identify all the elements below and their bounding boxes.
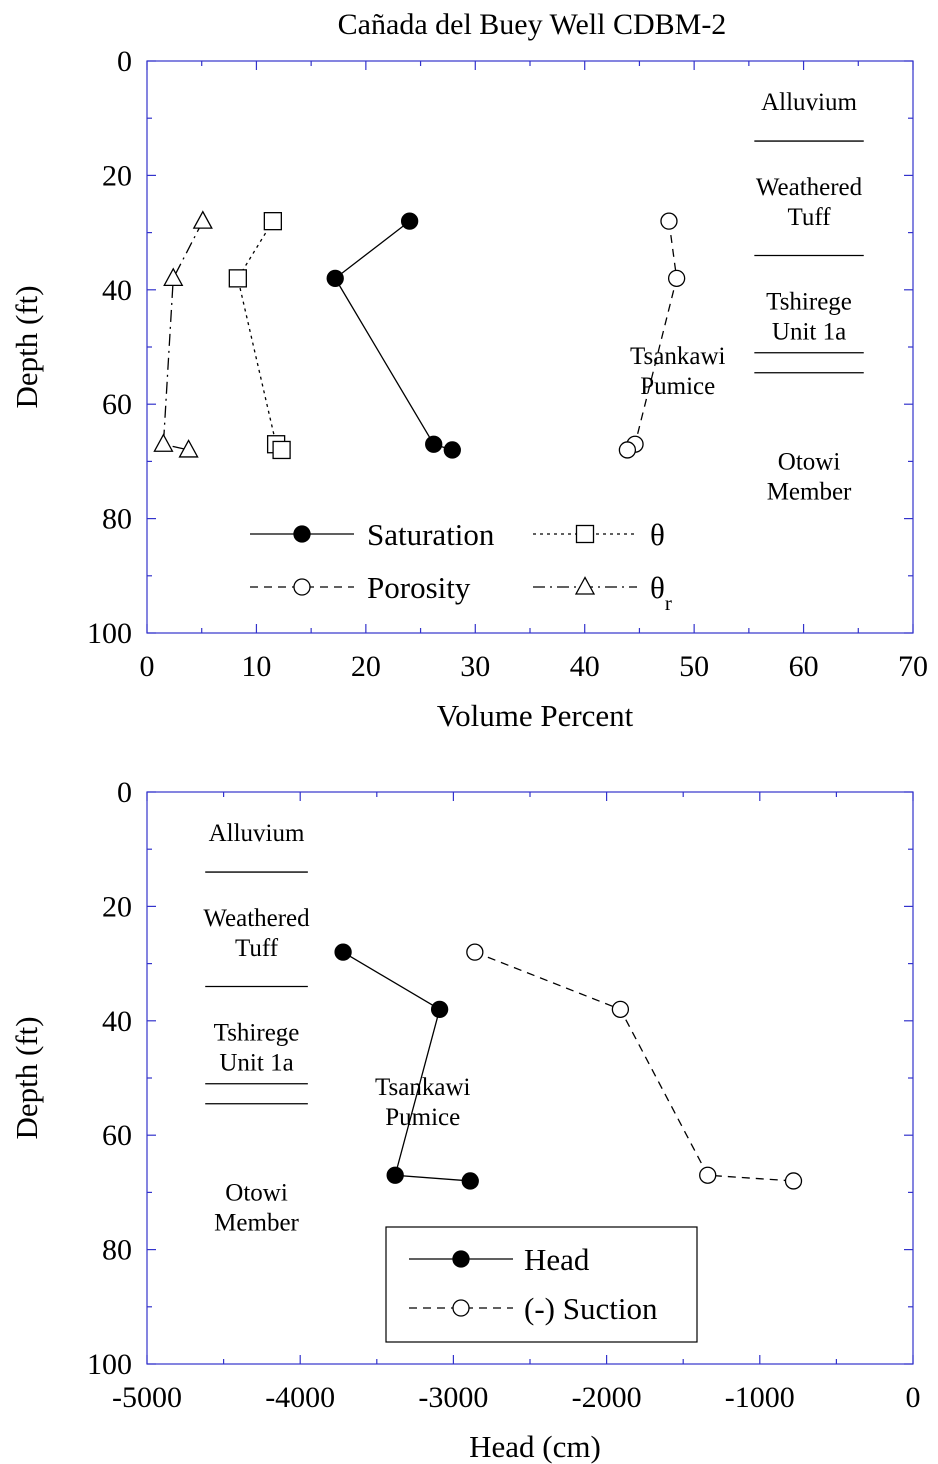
chart1-plot-frame bbox=[146, 791, 914, 1365]
chart0-saturation-line bbox=[334, 220, 453, 451]
chart1-y-tick-label: 100 bbox=[87, 1348, 132, 1381]
chart0-item-point bbox=[228, 269, 247, 288]
chart0-legend-marker-item bbox=[575, 524, 595, 544]
chart0-y-tick-label: 40 bbox=[102, 274, 132, 307]
chart0-stratum-label: Member bbox=[767, 479, 852, 506]
chart1-suction-point bbox=[699, 1166, 717, 1184]
chart1-y-tick-label: 20 bbox=[102, 890, 132, 923]
chart1-head-point bbox=[334, 943, 352, 961]
chart0-x-tick-label: 50 bbox=[679, 650, 709, 683]
chart0-legend-label-item: θ bbox=[650, 517, 665, 552]
chart0-saturation-point bbox=[326, 269, 344, 288]
chart0-y-tick-label: 0 bbox=[117, 45, 132, 78]
chart0-y-tick-label: 60 bbox=[102, 388, 132, 421]
chart1-tsankawi-pumice-label: Tsankawi bbox=[375, 1074, 471, 1101]
chart0-legend-label-saturation: Saturation bbox=[367, 517, 495, 552]
chart1-suction-point bbox=[784, 1172, 803, 1190]
chart1-legend-box bbox=[385, 1226, 698, 1343]
chart0-item-line bbox=[237, 220, 283, 451]
chart0-porosity-line bbox=[627, 221, 678, 451]
chart0-legend-label-porosity: Porosity bbox=[367, 570, 471, 605]
chart0-x-tick-label: 20 bbox=[351, 650, 381, 683]
chart1-stratum-label: Tshirege bbox=[214, 1020, 300, 1047]
chart1-stratum-label: Otowi bbox=[225, 1180, 288, 1207]
chart1-stratum-label: Tuff bbox=[235, 935, 279, 962]
chart0-stratum-label: Alluvium bbox=[761, 89, 857, 116]
chart1-stratum-label: Member bbox=[214, 1210, 299, 1237]
chart1-y-tick-label: 40 bbox=[102, 1005, 132, 1038]
head-chart: -5000 -4000 -3000 -2000 -1000 0 0 20 40 60 80 100 He… bbox=[9, 776, 921, 1464]
chart0-stratum-label: Weathered bbox=[756, 174, 863, 201]
chart0-stratum-label: Otowi bbox=[778, 449, 841, 476]
chart1-head-point bbox=[430, 1000, 449, 1019]
chart0-legend-marker-porosity bbox=[293, 578, 311, 596]
chart0-item-point bbox=[272, 440, 291, 460]
chart1-legend-label-suction: (-) Suction bbox=[524, 1291, 658, 1326]
chart1-tsankawi-pumice-label: Pumice bbox=[385, 1104, 460, 1131]
chart0-r-point bbox=[192, 210, 213, 229]
chart0-x-tick-label: 70 bbox=[898, 650, 928, 683]
chart0-x-tick-label: 60 bbox=[789, 650, 819, 683]
chart0-saturation-point bbox=[400, 212, 419, 230]
chart1-y-tick-label: 80 bbox=[102, 1234, 132, 1267]
chart1-y-tick-label: 60 bbox=[102, 1119, 132, 1152]
chart1-suction-point bbox=[466, 943, 484, 961]
chart0-tsankawi-pumice-label: Tsankawi bbox=[630, 343, 726, 370]
chart1-x-tick-label: 0 bbox=[906, 1381, 921, 1414]
chart0-tsankawi-pumice-label: Pumice bbox=[640, 373, 715, 400]
chart1-x-tick-label: -1000 bbox=[725, 1381, 795, 1414]
chart0-r-point bbox=[178, 439, 199, 458]
chart0-r-point bbox=[163, 267, 184, 287]
chart1-x-tick-label: -2000 bbox=[572, 1381, 642, 1414]
chart1-legend-label-head: Head bbox=[524, 1242, 590, 1277]
chart0-y-tick-label: 100 bbox=[87, 617, 132, 650]
chart0-y-tick-label: 20 bbox=[102, 159, 132, 192]
chart0-legend-marker-r bbox=[574, 576, 596, 595]
chart1-x-tick-label: -3000 bbox=[418, 1381, 488, 1414]
chart1-head-line bbox=[342, 951, 471, 1182]
chart1-legend-marker-head bbox=[452, 1250, 470, 1268]
chart0-stratum-label: Tuff bbox=[787, 204, 831, 231]
chart0-x-tick-label: 30 bbox=[460, 650, 490, 683]
chart0-porosity-point bbox=[618, 441, 637, 459]
chart0-plot-frame bbox=[146, 60, 914, 634]
chart0-x-tick-label: 10 bbox=[241, 650, 271, 683]
chart0-stratum-label: Tshirege bbox=[766, 289, 852, 316]
chart0-x-tick-label: 40 bbox=[570, 650, 600, 683]
chart0-y-tick-label: 80 bbox=[102, 503, 132, 536]
chart1-head-point bbox=[461, 1172, 479, 1190]
chart1-legend-marker-suction bbox=[452, 1299, 470, 1317]
chart0-r-point bbox=[153, 433, 174, 452]
chart1-x-tick-label: -4000 bbox=[265, 1381, 335, 1414]
chart0-saturation-point bbox=[443, 441, 461, 459]
chart1-x-tick-label: -5000 bbox=[112, 1381, 182, 1414]
chart0-x-tick-label: 0 bbox=[140, 650, 155, 683]
chart-title: Cañada del Buey Well CDBM-2 bbox=[338, 8, 727, 41]
chart1-head-point bbox=[386, 1166, 404, 1184]
chart1-suction-point bbox=[611, 1000, 630, 1019]
chart1-stratum-label: Unit 1a bbox=[219, 1050, 293, 1077]
chart1-x-axis-label: Head (cm) bbox=[469, 1429, 601, 1464]
chart1-stratum-label: Weathered bbox=[203, 905, 310, 932]
chart0-stratum-label: Unit 1a bbox=[772, 319, 846, 346]
chart0-legend-label-subscript: r bbox=[665, 591, 672, 615]
chart0-legend-marker-saturation bbox=[293, 525, 311, 543]
chart1-y-axis-label: Depth (ft) bbox=[9, 1016, 44, 1139]
chart0-saturation-point bbox=[425, 435, 443, 453]
chart0-legend-label-r: θr bbox=[650, 570, 672, 615]
chart0-porosity-point bbox=[660, 212, 678, 230]
chart0-item-point bbox=[263, 212, 282, 231]
chart0-porosity-point bbox=[667, 269, 686, 288]
chart1-suction-line bbox=[474, 951, 794, 1182]
chart0-y-axis-label: Depth (ft) bbox=[9, 285, 44, 408]
volume-percent-chart: 0 10 20 30 40 50 60 70 0 20 40 60 80 100 Volume Percen… bbox=[9, 45, 928, 733]
chart1-stratum-label: Alluvium bbox=[209, 820, 305, 847]
chart0-r-line bbox=[162, 220, 204, 451]
chart1-y-tick-label: 0 bbox=[117, 776, 132, 809]
chart0-x-axis-label: Volume Percent bbox=[437, 698, 634, 733]
